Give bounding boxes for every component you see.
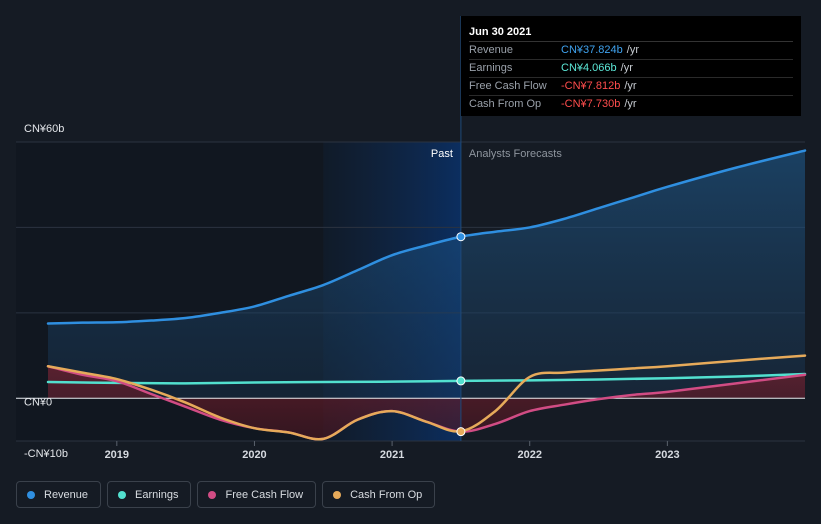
free-cash-flow-marker [456,427,466,437]
tooltip-row-cfo: Cash From Op -CN¥7.730b /yr [469,96,793,113]
free-cash-flow-dot-icon [208,490,217,499]
tooltip-row-revenue: Revenue CN¥37.824b /yr [469,42,793,60]
revenue-dot-icon [27,490,35,499]
x-tick-label: 2022 [517,449,541,461]
tooltip-unit: /yr [620,62,633,74]
tooltip-value: CN¥37.824b [561,44,623,56]
tooltip-value: -CN¥7.730b [561,98,621,110]
tooltip-label: Cash From Op [469,98,542,110]
revenue-marker [456,232,466,242]
tooltip-label: Earnings [469,62,513,74]
legend-label: Cash From Op [350,488,423,501]
x-tick-label: 2023 [655,449,679,461]
legend-label: Revenue [44,488,89,501]
legend-label: Earnings [135,488,179,501]
y-axis-label: -CN¥10b [24,448,68,460]
cash-from-op-line [46,354,807,441]
legend-item-cash-from-op[interactable]: Cash From Op [322,481,436,508]
tooltip-date: Jun 30 2021 [469,24,793,42]
earnings-dot-icon [118,490,127,499]
earnings-marker [456,376,466,386]
free-cash-flow-area [48,366,805,440]
tooltip-unit: /yr [626,44,640,56]
legend-item-free-cash-flow[interactable]: Free Cash Flow [197,481,317,508]
legend-item-earnings[interactable]: Earnings [107,481,192,508]
forecast-label: Analysts Forecasts [469,148,562,160]
earnings-line [46,372,807,385]
x-tick-label: 2021 [380,449,404,461]
past-label: Past [431,148,453,160]
legend-label: Free Cash Flow [225,488,304,501]
tooltip-unit: /yr [624,98,637,110]
tooltip: Jun 30 2021 Revenue CN¥37.824b /yr Earni… [461,16,801,116]
x-tick-label: 2020 [242,449,266,461]
tooltip-value: -CN¥7.812b [561,80,621,92]
cash-from-op-dot-icon [333,490,342,499]
tooltip-unit: /yr [624,80,637,92]
tooltip-label: Free Cash Flow [469,80,547,92]
legend-item-revenue[interactable]: Revenue [16,481,102,508]
revenue-area [48,150,805,399]
tooltip-label: Revenue [469,44,514,56]
tooltip-row-earnings: Earnings CN¥4.066b /yr [469,60,793,78]
revenue-line [46,149,807,325]
legend: Revenue Earnings Free Cash Flow Cash Fro… [16,481,436,508]
tooltip-row-fcf: Free Cash Flow -CN¥7.812b /yr [469,78,793,96]
x-tick-label: 2019 [105,449,129,461]
tooltip-value: CN¥4.066b [561,62,617,74]
y-axis-label: CN¥60b [24,123,64,135]
y-axis-label: CN¥0 [24,396,52,408]
